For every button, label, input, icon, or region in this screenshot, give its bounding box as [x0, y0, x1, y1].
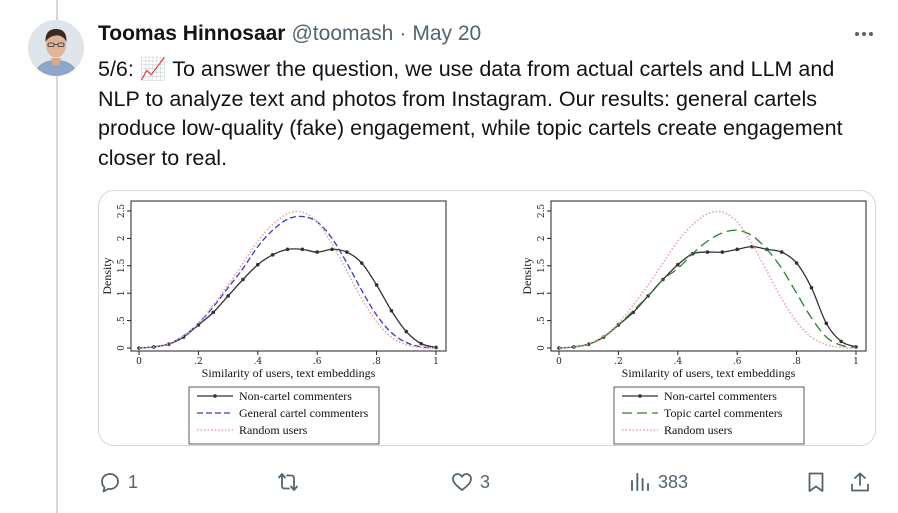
y-tick-label: 2	[117, 236, 127, 242]
like-count: 3	[480, 471, 491, 492]
x-tick-label: 0	[136, 357, 142, 367]
series-marker	[631, 310, 636, 315]
series-marker	[300, 247, 305, 252]
y-tick-label: .5	[117, 316, 127, 325]
legend-label: Random users	[239, 423, 308, 437]
series-line	[558, 229, 857, 349]
series-marker	[241, 277, 245, 282]
y-tick-label: 2.5	[537, 204, 547, 219]
series-marker	[226, 294, 230, 298]
series-marker	[374, 283, 379, 287]
reply-button[interactable]: 1	[98, 466, 138, 498]
chart-panel: 0 .5 1 1.5 2 2.5 0 .2 .4 .6 .8 1 Similarity of users…	[520, 200, 867, 445]
y-tick-label: 2.5	[117, 204, 127, 219]
y-axis-label: Density	[520, 257, 534, 294]
like-icon	[452, 473, 472, 491]
series-marker	[419, 341, 423, 346]
series-marker	[211, 310, 216, 315]
legend-marker	[213, 394, 217, 398]
y-tick-label: 1.5	[537, 258, 547, 273]
series-marker	[720, 250, 725, 254]
thread-line	[56, 0, 58, 513]
tweet-header: Toomas Hinnosaar @toomash · May 20	[98, 20, 481, 48]
x-tick-label: 0	[556, 357, 562, 367]
series-line	[558, 210, 857, 349]
bookmark-button[interactable]	[804, 466, 828, 498]
tweet-text: 5/6: 📈 To answer the question, we use da…	[98, 57, 843, 170]
legend-label: Non-cartel commenters	[239, 389, 352, 403]
more-icon[interactable]	[852, 22, 876, 52]
legend-marker	[638, 394, 642, 398]
legend-label: Non-cartel commenters	[664, 389, 777, 403]
series-marker	[345, 250, 349, 254]
tweet-date[interactable]: May 20	[412, 22, 482, 45]
y-tick-label: 1	[537, 290, 547, 296]
series-marker	[735, 247, 739, 252]
series-line	[558, 245, 857, 349]
series-marker	[330, 247, 334, 252]
retweet-button[interactable]	[276, 466, 306, 498]
y-axis-label: Density	[100, 257, 114, 294]
share-icon	[851, 472, 869, 492]
y-tick-label: 2	[537, 236, 547, 242]
x-tick-label: 1	[433, 357, 439, 367]
x-tick-label: .2	[194, 357, 203, 367]
x-tick-label: 1	[853, 357, 859, 367]
x-tick-label: .6	[733, 357, 742, 367]
series-marker	[285, 247, 290, 252]
series-marker	[359, 261, 364, 265]
legend-label: General cartel commenters	[239, 406, 369, 420]
author-handle[interactable]: @toomash	[291, 22, 394, 45]
bookmark-icon	[808, 472, 824, 492]
series-marker	[256, 262, 260, 267]
avatar-portrait	[28, 20, 84, 76]
x-tick-label: .4	[674, 357, 683, 367]
reply-count: 1	[128, 471, 139, 492]
views-count: 383	[658, 471, 689, 492]
x-tick-label: .2	[614, 357, 623, 367]
series-marker	[705, 250, 710, 254]
date-separator: ·	[399, 22, 407, 45]
retweet-icon	[278, 473, 298, 491]
series-marker	[389, 308, 394, 313]
media-attachment[interactable]: 0.5 1 1.5 2 2.5 0.2.4.6.8 1 Similarity of users…	[98, 190, 876, 446]
like-button[interactable]: 3	[450, 466, 490, 498]
plot-frame	[550, 200, 867, 352]
y-tick-label: .5	[537, 316, 547, 325]
x-axis-label: Similarity of users, text embeddings	[622, 366, 796, 380]
series-marker	[779, 250, 784, 254]
series-line	[138, 215, 437, 349]
series-marker	[794, 261, 799, 265]
series-line	[138, 210, 437, 349]
x-tick-label: .6	[313, 357, 322, 367]
views-icon	[631, 473, 649, 491]
plot-frame	[130, 200, 447, 352]
y-tick-label: 1	[117, 290, 127, 296]
series-marker	[839, 339, 843, 344]
x-tick-label: .8	[372, 357, 381, 367]
series-marker	[824, 321, 829, 326]
views-button[interactable]: 383	[628, 466, 688, 498]
avatar[interactable]	[28, 20, 84, 76]
series-marker	[404, 329, 409, 334]
reply-icon	[101, 473, 119, 493]
y-tick-label: 1.5	[117, 258, 127, 273]
x-tick-label: .4	[254, 357, 263, 367]
legend-label: Random users	[664, 423, 733, 437]
series-marker	[270, 253, 275, 257]
x-axis-label: Similarity of users, text embeddings	[202, 366, 376, 380]
y-tick-label: 0	[117, 345, 127, 351]
author-name[interactable]: Toomas Hinnosaar	[98, 22, 286, 45]
x-tick-label: .8	[792, 357, 801, 367]
series-marker	[315, 250, 319, 254]
chart-panel: 0 .5 1 1.5 2 2.5 0 .2 .4 .6 .8 1 Similarity of users…	[100, 200, 447, 445]
series-marker	[676, 262, 680, 267]
action-bar: 1 3 383	[98, 466, 876, 498]
y-tick-label: 0	[537, 345, 547, 351]
share-button[interactable]	[848, 466, 872, 498]
legend-label: Topic cartel commenters	[664, 406, 783, 420]
series-marker	[809, 285, 814, 290]
